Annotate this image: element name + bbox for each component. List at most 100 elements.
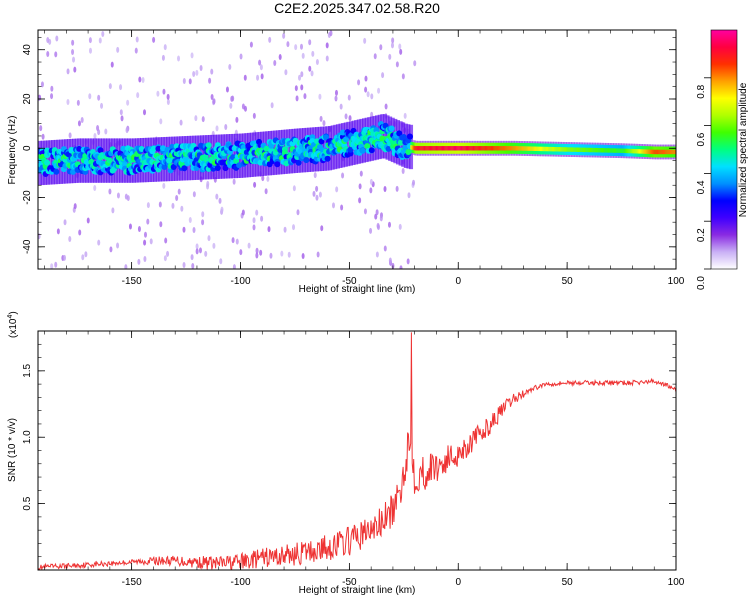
x-tick-label: -100: [230, 577, 250, 588]
heatmap-cell: [655, 149, 658, 155]
heatmap-cell: [158, 201, 162, 208]
heatmap-cell: [574, 147, 577, 152]
heatmap-cell: [419, 146, 422, 151]
heatmap-cell: [201, 211, 205, 218]
heatmap-cell: [544, 146, 547, 152]
heatmap-cell: [313, 138, 320, 145]
colorbar-gradient: [710, 29, 738, 270]
heatmap-cell: [494, 146, 497, 151]
heatmap-cell: [555, 147, 558, 152]
heatmap-cell: [212, 98, 216, 105]
heatmap-cell: [398, 223, 402, 230]
heatmap-cell: [388, 125, 395, 132]
heatmap-cell: [364, 86, 368, 93]
heatmap-cell: [400, 134, 407, 141]
heatmap-cell: [286, 41, 290, 48]
heatmap-cell: [134, 47, 138, 54]
heatmap-cell: [63, 219, 67, 226]
heatmap-cell: [369, 187, 373, 194]
heatmap-cell: [171, 202, 175, 209]
heatmap-cell: [592, 147, 595, 153]
heatmap-cell: [257, 159, 264, 166]
heatmap-cell: [664, 149, 667, 155]
heatmap-cell: [621, 148, 624, 153]
spectrogram-heatmap: [38, 30, 676, 269]
heatmap-cell: [215, 125, 219, 132]
heatmap-cell: [634, 149, 637, 154]
heatmap-cell: [347, 146, 354, 153]
heatmap-cell: [591, 147, 594, 153]
heatmap-cell: [311, 50, 315, 57]
heatmap-cell: [166, 250, 170, 257]
heatmap-cell: [525, 146, 528, 151]
heatmap-cell: [263, 145, 270, 152]
heatmap-cell: [507, 146, 510, 151]
heatmap-cell: [449, 146, 452, 151]
colorbar-tick-label: 0.4: [696, 180, 707, 194]
heatmap-cell: [253, 181, 257, 188]
heatmap-cell: [195, 243, 199, 250]
heatmap-cell: [40, 81, 44, 88]
x-tick-label: 50: [562, 276, 574, 287]
heatmap-cell: [141, 77, 145, 84]
heatmap-cell: [613, 148, 616, 153]
heatmap-cell: [586, 147, 589, 153]
heatmap-cell: [268, 36, 272, 43]
heatmap-cell: [498, 146, 501, 151]
heatmap-cell: [315, 58, 319, 65]
heatmap-cell: [416, 146, 419, 151]
heatmap-cell: [645, 149, 648, 154]
heatmap-cell: [493, 146, 496, 151]
heatmap-cell: [110, 61, 114, 68]
heatmap-cell: [411, 145, 414, 150]
heatmap-cell: [670, 149, 673, 155]
heatmap-cell: [294, 85, 298, 92]
heatmap-cell: [503, 146, 506, 151]
snr-scale-exponent: 4: [7, 315, 14, 319]
heatmap-cell: [46, 50, 50, 57]
heatmap-cell: [329, 30, 333, 37]
heatmap-cell: [318, 138, 325, 145]
heatmap-cell: [589, 147, 592, 153]
heatmap-cell: [587, 147, 590, 153]
heatmap-cell: [136, 92, 140, 99]
heatmap-cell: [637, 149, 640, 154]
svg-text:(x104): (x104): [7, 311, 19, 338]
heatmap-cell: [460, 146, 463, 151]
heatmap-cell: [604, 148, 607, 153]
heatmap-cell: [662, 149, 665, 155]
heatmap-cell: [315, 194, 319, 201]
heatmap-cell: [375, 251, 379, 258]
colorbar-tick-label: 0.6: [696, 132, 707, 146]
heatmap-cell: [454, 146, 457, 151]
heatmap-cell: [560, 147, 563, 152]
heatmap-cell: [653, 149, 656, 155]
heatmap-cell: [363, 208, 367, 215]
heatmap-cell: [462, 146, 465, 151]
heatmap-cell: [301, 253, 305, 260]
heatmap-cell: [239, 249, 243, 256]
heatmap-cell: [78, 229, 82, 236]
heatmap-cell: [556, 147, 559, 152]
heatmap-cell: [341, 172, 345, 179]
heatmap-cell: [526, 146, 529, 151]
heatmap-cell: [322, 120, 326, 127]
heatmap-cell: [100, 138, 105, 183]
heatmap-cell: [473, 146, 476, 151]
heatmap-cell: [501, 146, 504, 151]
heatmap-cell: [446, 146, 449, 151]
heatmap-cell: [334, 95, 338, 102]
heatmap-cell: [629, 148, 632, 154]
heatmap-cell: [198, 247, 202, 254]
heatmap-cell: [441, 146, 444, 151]
heatmap-cell: [485, 146, 488, 151]
heatmap-cell: [450, 146, 453, 151]
heatmap-cell: [299, 43, 303, 50]
heatmap-cell: [208, 77, 212, 84]
heatmap-cell: [150, 145, 157, 152]
heatmap-cell: [540, 146, 543, 152]
heatmap-cell: [97, 94, 101, 101]
heatmap-cell: [166, 157, 173, 164]
heatmap-cell: [106, 157, 113, 164]
heatmap-cell: [192, 70, 196, 77]
